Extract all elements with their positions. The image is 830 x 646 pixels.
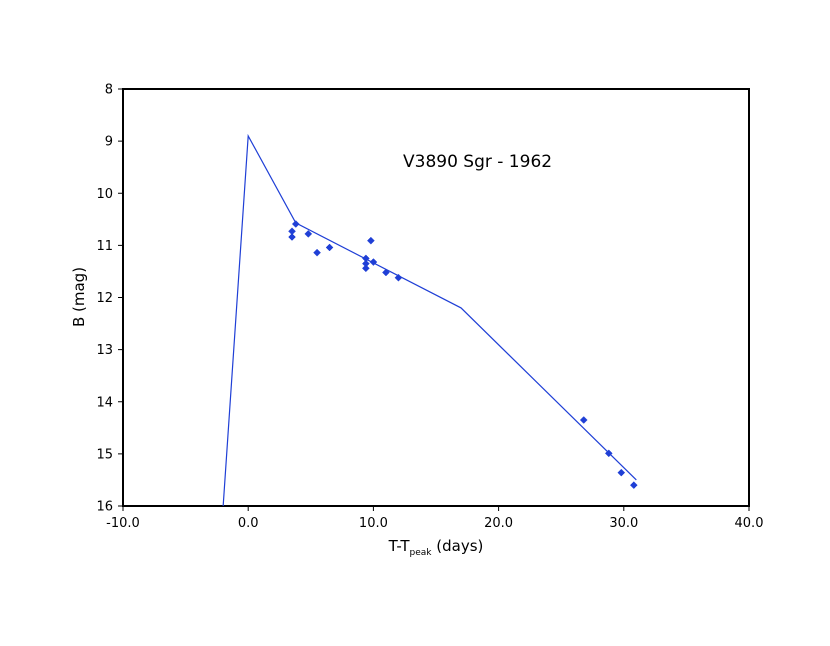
x-tick-label: 30.0 <box>609 516 638 531</box>
x-axis-label-subscript: peak <box>410 548 433 558</box>
y-tick-label: 16 <box>96 500 113 515</box>
y-tick-label: 12 <box>96 291 113 306</box>
y-axis-ticks: 8 9 10 11 12 13 14 15 16 <box>96 83 123 515</box>
y-tick-label: 11 <box>96 239 113 254</box>
x-axis-label: T-Tpeak (days) <box>388 537 484 558</box>
data-point-diamond <box>579 416 588 424</box>
y-axis-label: B (mag) <box>70 267 88 327</box>
chart-annotation: V3890 Sgr - 1962 <box>403 152 552 172</box>
y-tick-label: 9 <box>105 135 113 150</box>
y-tick-label: 14 <box>96 395 113 410</box>
x-axis-label-suffix: (days) <box>432 537 484 555</box>
y-tick-label: 13 <box>96 343 113 358</box>
data-point-diamond <box>304 230 313 238</box>
x-tick-label: 10.0 <box>359 516 388 531</box>
y-tick-label: 10 <box>96 187 113 202</box>
data-point-diamond <box>288 233 296 241</box>
data-points-group <box>288 220 638 490</box>
data-point-diamond <box>313 248 321 257</box>
data-point-diamond <box>394 273 403 282</box>
data-point-diamond <box>604 449 613 458</box>
x-tick-label: 40.0 <box>735 516 764 531</box>
x-tick-label: 20.0 <box>484 516 513 531</box>
data-point-diamond <box>325 243 334 252</box>
x-axis-label-main: T-T <box>388 537 411 555</box>
y-tick-label: 8 <box>105 83 113 98</box>
data-point-diamond <box>617 468 626 477</box>
data-point-diamond <box>291 220 300 228</box>
data-point-diamond <box>382 268 390 277</box>
data-point-diamond <box>369 258 378 266</box>
x-tick-label: 0.0 <box>238 516 259 531</box>
x-axis-ticks: -10.0 0.0 10.0 20.0 30.0 40.0 <box>106 506 763 531</box>
y-tick-label: 15 <box>96 447 113 462</box>
x-tick-label: -10.0 <box>106 516 140 531</box>
data-point-diamond <box>362 264 370 273</box>
data-point-diamond <box>629 481 638 490</box>
data-point-diamond <box>367 236 375 245</box>
